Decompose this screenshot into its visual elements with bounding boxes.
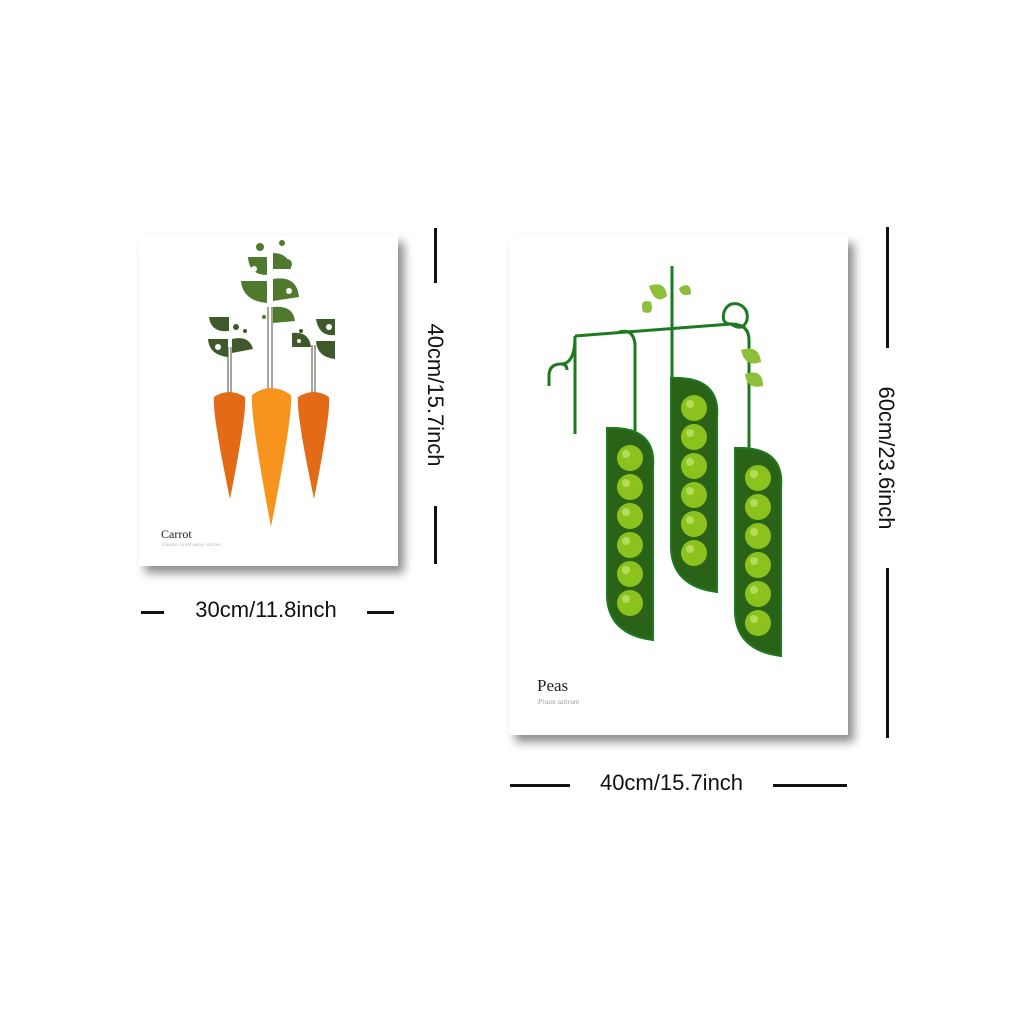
pea xyxy=(681,424,707,450)
peas-height-line-top xyxy=(886,227,889,348)
pea-pod-right xyxy=(733,446,783,658)
pea-highlight xyxy=(686,516,694,524)
pea-pod-left xyxy=(605,426,655,642)
pea-highlight xyxy=(750,499,758,507)
pea xyxy=(617,445,643,471)
carrot-width-line-right xyxy=(367,611,394,614)
carrot-left xyxy=(213,392,246,499)
carrot-right xyxy=(297,392,330,499)
pea-leaves xyxy=(642,284,763,387)
pea-highlight xyxy=(750,615,758,623)
pea xyxy=(681,511,707,537)
carrot-leaves-left xyxy=(208,317,253,357)
pea xyxy=(745,581,771,607)
pea-highlight xyxy=(622,508,630,516)
pea xyxy=(681,395,707,421)
pea-highlight xyxy=(622,566,630,574)
pea xyxy=(681,453,707,479)
carrot-title: Carrot xyxy=(161,527,192,541)
pea xyxy=(745,465,771,491)
pea xyxy=(617,561,643,587)
pea xyxy=(617,474,643,500)
pea xyxy=(745,610,771,636)
peas-title: Peas xyxy=(537,676,569,695)
peas-width-label: 40cm/15.7inch xyxy=(599,770,744,795)
pea xyxy=(617,532,643,558)
pea xyxy=(745,552,771,578)
pea-highlight xyxy=(750,586,758,594)
pea-highlight xyxy=(622,595,630,603)
carrot-leaves-middle xyxy=(241,240,299,323)
peas-height-label: 60cm/23.6inch xyxy=(874,386,899,530)
pea xyxy=(617,590,643,616)
carrot-subtitle: Daucus carota subsp. sativus xyxy=(162,543,221,548)
pea xyxy=(617,503,643,529)
carrot-illustration xyxy=(208,240,335,527)
pea xyxy=(745,523,771,549)
pea xyxy=(681,540,707,566)
peas-poster: Peas Pisum sativum xyxy=(509,236,848,735)
pea-highlight xyxy=(750,557,758,565)
peas-width-line-right xyxy=(773,784,847,787)
pea-highlight xyxy=(622,537,630,545)
pea-highlight xyxy=(686,400,694,408)
pea xyxy=(745,494,771,520)
pea-vine xyxy=(547,266,751,466)
pea-highlight xyxy=(686,429,694,437)
carrot-leaves-right xyxy=(292,319,335,359)
pea-highlight xyxy=(686,487,694,495)
pea xyxy=(681,482,707,508)
carrot-middle xyxy=(251,388,292,527)
carrot-height-line-top xyxy=(434,228,437,283)
peas-width-line-left xyxy=(510,784,570,787)
carrot-width-label: 30cm/11.8inch xyxy=(195,597,337,622)
pea-highlight xyxy=(686,545,694,553)
carrot-height-label: 40cm/15.7inch xyxy=(423,323,448,467)
pea-highlight xyxy=(750,528,758,536)
peas-illustration xyxy=(547,266,783,658)
pea-highlight xyxy=(622,450,630,458)
pea-pod-middle xyxy=(669,376,719,594)
pea-highlight xyxy=(622,479,630,487)
pea-highlight xyxy=(686,458,694,466)
carrot-poster: Carrot Daucus carota subsp. sativus xyxy=(139,235,398,566)
carrot-height-line-bottom xyxy=(434,506,437,564)
peas-height-line-bottom xyxy=(886,568,889,738)
pea-highlight xyxy=(750,470,758,478)
peas-subtitle: Pisum sativum xyxy=(538,698,580,706)
carrot-width-line-left xyxy=(141,611,164,614)
